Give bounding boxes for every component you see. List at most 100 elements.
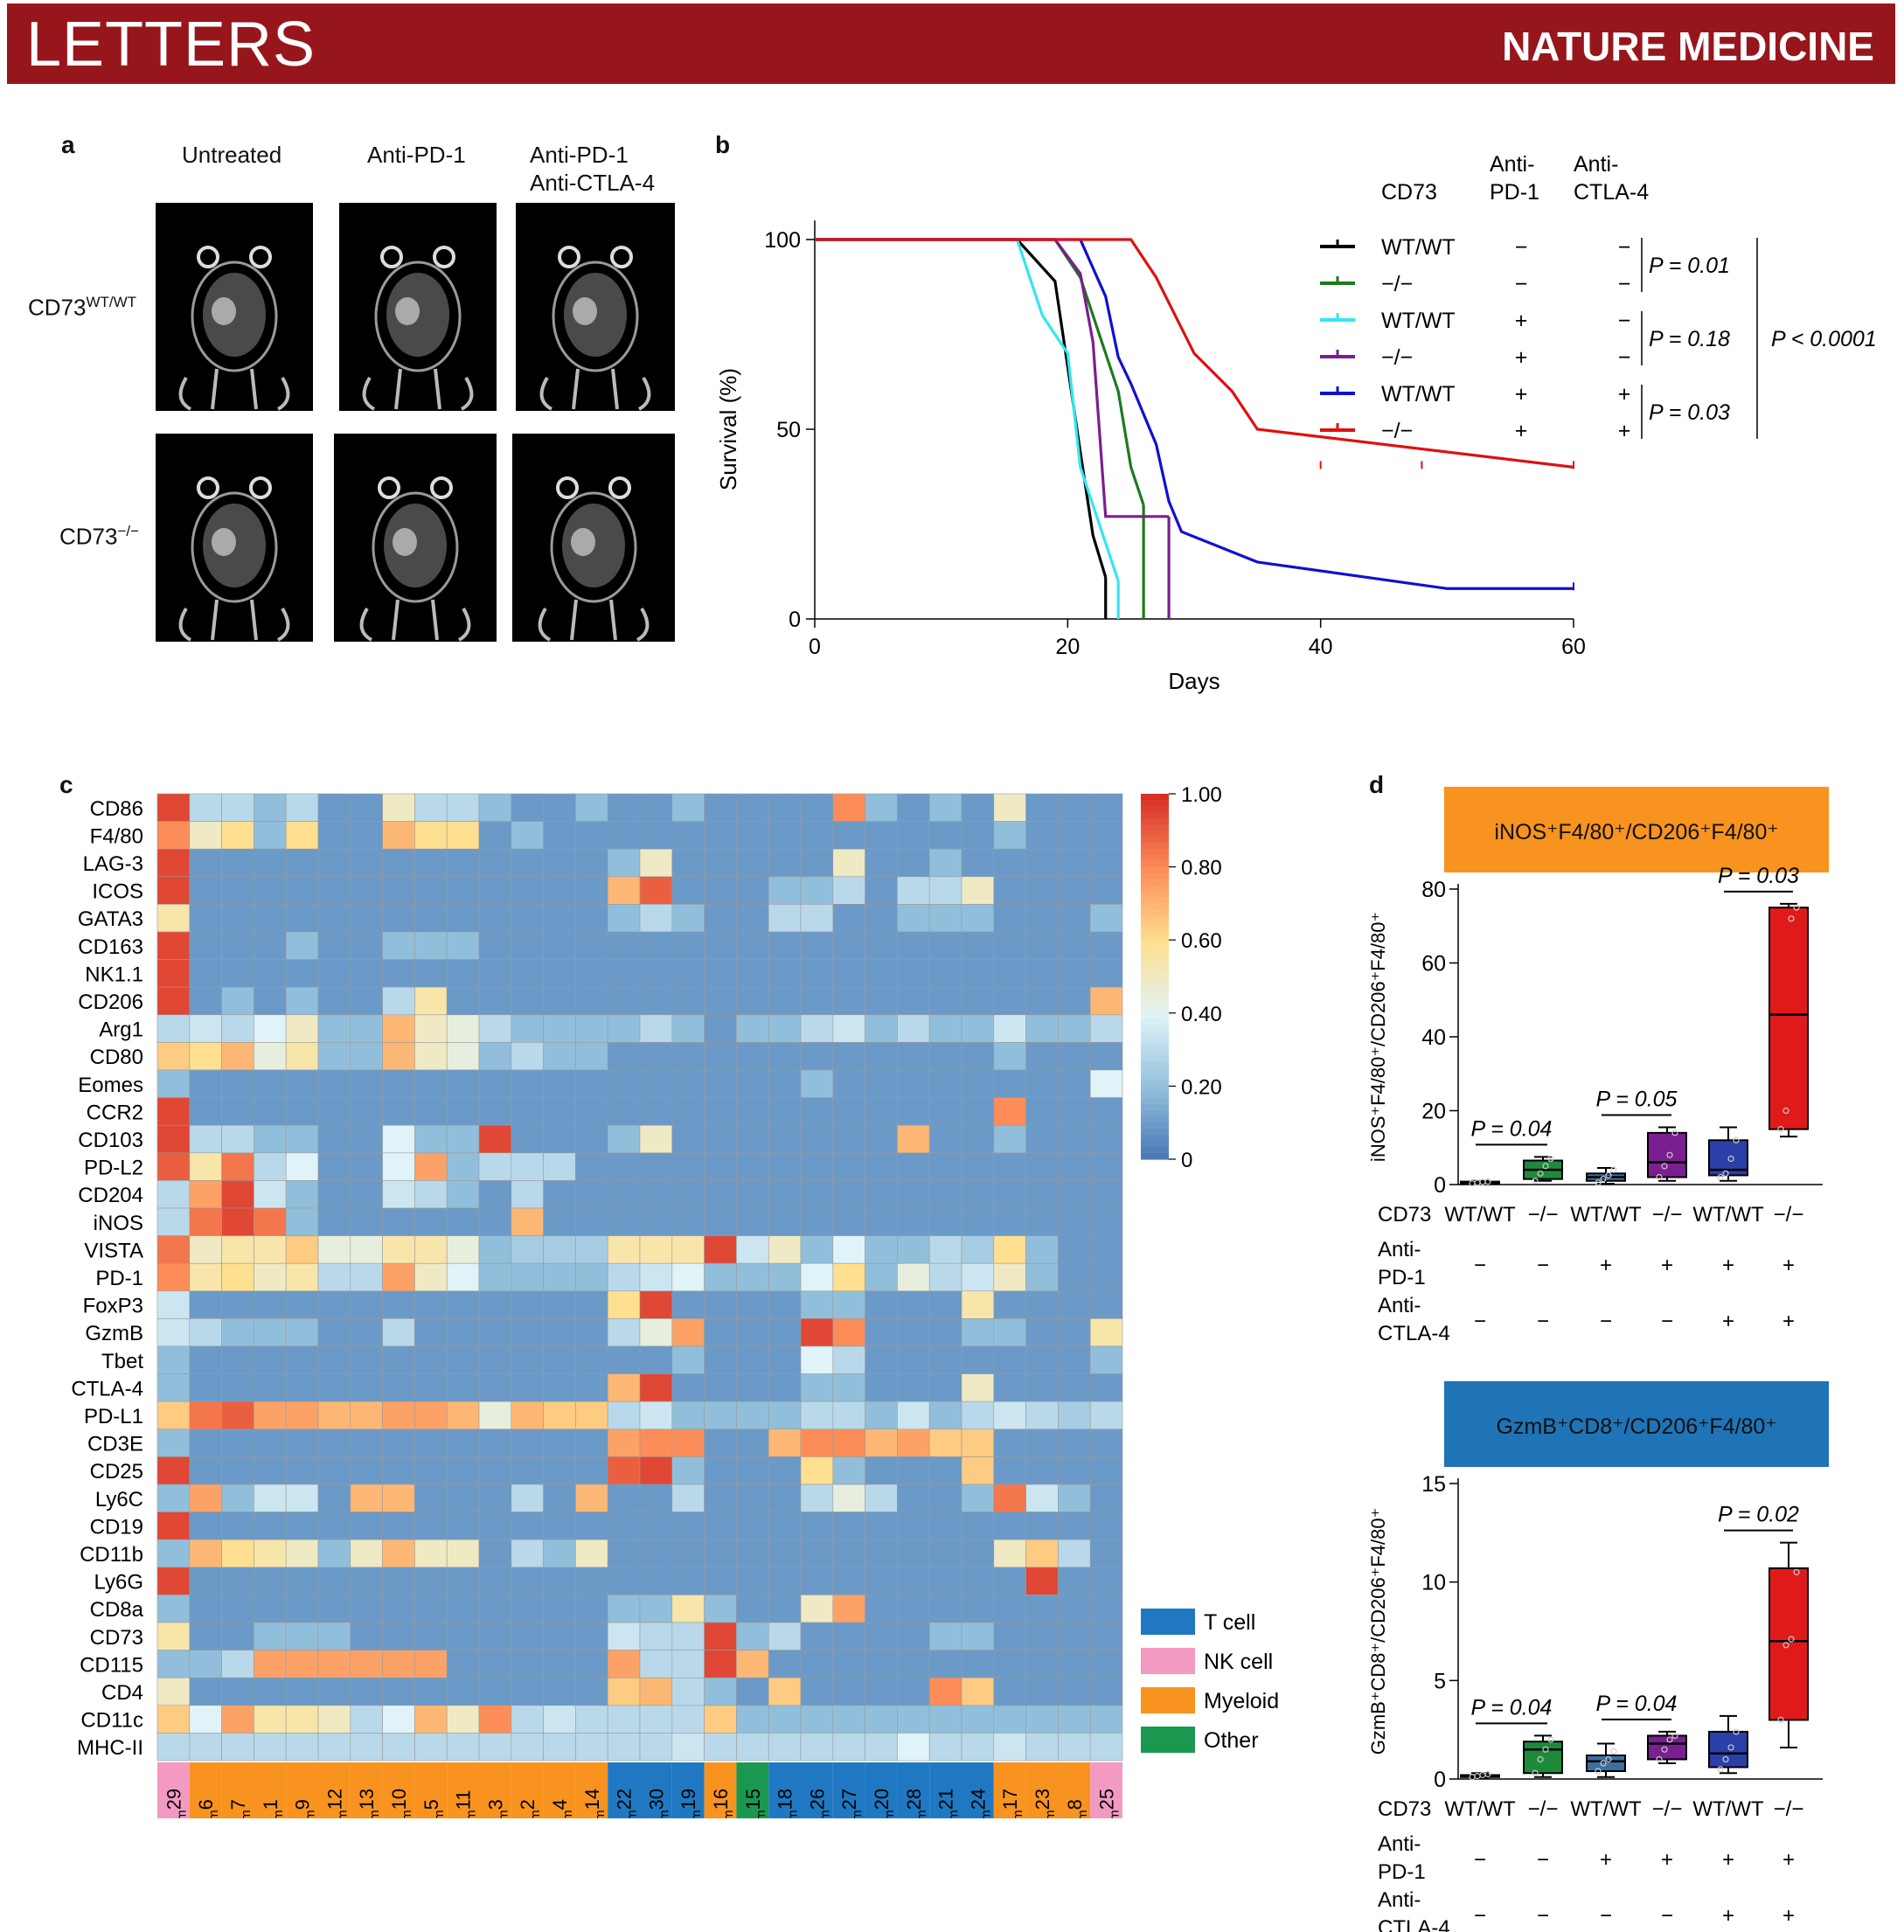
- heatmap-cell: [317, 904, 351, 933]
- heatmap-cell: [1058, 1345, 1091, 1374]
- heatmap-cell: [221, 1235, 254, 1264]
- heatmap-cell: [768, 1595, 802, 1623]
- heatmap-cell: [414, 1069, 448, 1098]
- heatmap-cell: [382, 848, 415, 878]
- heatmap-cell: [156, 1318, 191, 1347]
- heatmap-cell: [350, 1069, 383, 1098]
- heatmap-cell: [671, 876, 705, 905]
- marker-label: CD73: [90, 1626, 143, 1650]
- heatmap-cell: [156, 1484, 191, 1512]
- heatmap-cell: [156, 1622, 191, 1651]
- heatmap-cell: [511, 1235, 544, 1264]
- box-point: [1788, 1636, 1795, 1643]
- heatmap-cell: [928, 1014, 962, 1043]
- box-point: [1610, 1166, 1617, 1173]
- heatmap-cell: [478, 1705, 512, 1734]
- heatmap-cell: [1089, 1567, 1123, 1595]
- heatmap-cell: [768, 821, 802, 850]
- heatmap-cell: [768, 1539, 802, 1568]
- heatmap-cell: [865, 848, 898, 878]
- heatmap-cell: [961, 1262, 995, 1292]
- heatmap-cell: [156, 1014, 191, 1043]
- mri-tumor: [573, 297, 597, 325]
- heatmap-cell: [221, 1014, 254, 1043]
- colorbar-segment: [1141, 1049, 1169, 1057]
- heatmap-cell: [607, 876, 641, 905]
- heatmap-cell: [446, 1345, 480, 1374]
- heatmap-cell: [1058, 1456, 1091, 1485]
- heatmap-cell: [511, 821, 544, 850]
- box-point: [1717, 1173, 1724, 1181]
- mri-body: [539, 368, 651, 411]
- heatmap-cell: [254, 1014, 287, 1043]
- heatmap-cell: [221, 1400, 254, 1430]
- heatmap-cell: [1025, 1456, 1059, 1485]
- heatmap-cell: [285, 1567, 319, 1595]
- cluster-label: Gm22: [614, 1789, 640, 1818]
- heatmap-cell: [221, 1124, 254, 1154]
- heatmap-cell: [961, 1180, 995, 1209]
- legend-pd1: +: [1515, 382, 1528, 407]
- heatmap-cell: [800, 1677, 834, 1706]
- colorbar-segment: [1141, 1018, 1169, 1026]
- cluster-label: Gm20: [871, 1789, 897, 1818]
- heatmap-cell: [254, 1152, 287, 1181]
- heatmap-cell: [768, 1705, 802, 1734]
- heatmap-cell: [865, 1595, 898, 1623]
- heatmap-cell: [704, 986, 737, 1016]
- heatmap-cell: [446, 1512, 480, 1540]
- heatmap-cell: [254, 821, 287, 850]
- heatmap-cell: [189, 1290, 222, 1319]
- heatmap-cell: [285, 1539, 319, 1568]
- heatmap-cell: [993, 1014, 1026, 1043]
- heatmap-cell: [928, 1567, 962, 1595]
- heatmap-cell: [1058, 1595, 1091, 1623]
- heatmap-cell: [414, 1262, 448, 1292]
- box-point: [1542, 1163, 1549, 1170]
- heatmap-cell: [768, 1650, 802, 1678]
- heatmap-cell: [285, 904, 319, 933]
- heatmap-cell: [928, 1400, 962, 1430]
- heatmap-cell: [736, 1290, 769, 1319]
- heatmap-cell: [832, 1180, 865, 1209]
- mri-eye: [433, 246, 455, 268]
- heatmap-cell: [189, 1262, 222, 1292]
- heatmap-cell: [382, 1677, 415, 1706]
- heatmap-cell: [189, 1235, 222, 1264]
- heatmap-cell: [671, 1014, 705, 1043]
- heatmap-cell: [736, 876, 769, 905]
- heatmap-cell: [1058, 1207, 1091, 1236]
- heatmap-cell: [156, 904, 191, 933]
- box-point: [1600, 1760, 1607, 1767]
- heatmap-cell: [961, 1345, 995, 1374]
- heatmap-cell: [897, 1207, 930, 1236]
- heatmap-cell: [736, 821, 769, 850]
- heatmap-cell: [832, 1262, 865, 1292]
- heatmap-cell: [317, 1373, 351, 1402]
- mri-image: [334, 434, 497, 642]
- heatmap-cell: [800, 931, 834, 960]
- marker-label: CD103: [78, 1129, 143, 1152]
- heatmap-cell: [768, 793, 802, 822]
- heatmap-cell: [897, 793, 930, 822]
- marker-label: Eomes: [78, 1074, 143, 1097]
- heatmap-cell: [704, 1318, 737, 1347]
- heatmap-cell: [285, 1124, 319, 1154]
- heatmap-cell: [800, 1318, 834, 1347]
- colorbar-segment: [1141, 903, 1169, 910]
- heatmap-cell: [511, 1042, 544, 1071]
- heatmap-cell: [768, 876, 802, 905]
- colorbar-segment: [1141, 866, 1169, 874]
- box-point: [1733, 1728, 1740, 1735]
- box-point: [1656, 1173, 1663, 1181]
- heatmap-cell: [1058, 1428, 1091, 1457]
- heatmap-cell: [317, 1512, 351, 1540]
- heatmap-cell: [382, 1512, 415, 1540]
- heatmap-cell: [156, 1400, 191, 1430]
- heatmap-cell: [1025, 1539, 1059, 1568]
- heatmap-cell: [928, 1097, 962, 1126]
- heatmap-cell: [607, 986, 641, 1016]
- heatmap-cell: [993, 1318, 1026, 1347]
- heatmap-cell: [414, 931, 448, 960]
- ctla4-value: −: [1661, 1904, 1673, 1928]
